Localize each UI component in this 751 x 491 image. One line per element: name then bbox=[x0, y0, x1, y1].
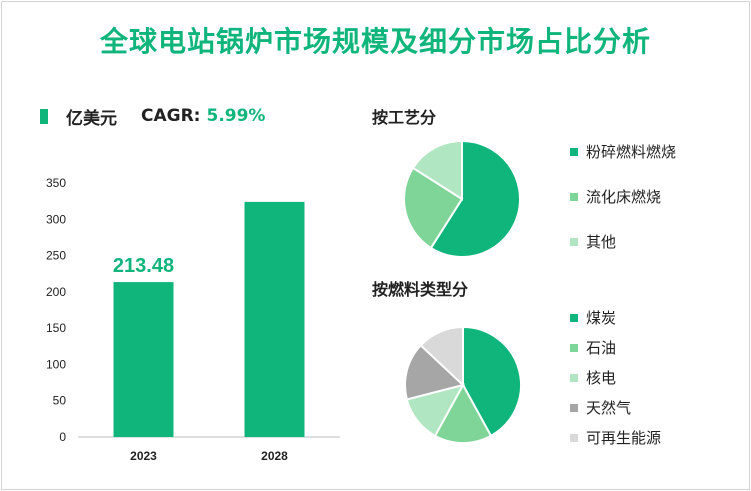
pie-legend-item: 其他 bbox=[570, 231, 616, 252]
pie-legend-label: 粉碎燃料燃烧 bbox=[586, 143, 677, 161]
legend-swatch bbox=[40, 108, 48, 124]
pie-slice-2 bbox=[433, 382, 493, 444]
pie2-title: 按燃料类型分 bbox=[372, 280, 469, 299]
y-tick-label: 200 bbox=[46, 285, 66, 299]
pie-slice-1 bbox=[429, 139, 521, 258]
pie-legend-label: 煤炭 bbox=[586, 309, 617, 327]
cagr-value: 5.99% bbox=[206, 106, 266, 126]
y-tick-label: 350 bbox=[46, 176, 66, 190]
pie-legend-label: 流化床燃烧 bbox=[586, 188, 662, 206]
bar-legend: 亿美元 CAGR: 5.99% bbox=[40, 104, 266, 129]
pie-legend-item: 粉碎燃料燃烧 bbox=[570, 141, 676, 162]
pie-legend-item: 流化床燃烧 bbox=[570, 186, 661, 207]
bar-data-label: 213.48 bbox=[113, 255, 174, 277]
y-tick-label: 250 bbox=[46, 249, 66, 263]
y-tick-label: 300 bbox=[46, 212, 66, 226]
bar-2028 bbox=[244, 201, 305, 437]
page-title: 全球电站锅炉市场规模及细分市场占比分析 bbox=[99, 25, 651, 58]
legend-swatch bbox=[570, 373, 578, 382]
bar-2023 bbox=[113, 282, 174, 437]
legend-swatch bbox=[570, 192, 578, 201]
pie-slice-2 bbox=[403, 166, 464, 250]
y-tick-label: 0 bbox=[59, 430, 66, 444]
legend-swatch bbox=[570, 433, 578, 442]
pie-slice-5 bbox=[419, 325, 464, 388]
y-tick-label: 50 bbox=[53, 394, 67, 408]
pie-legend-item: 可再生能源 bbox=[570, 427, 661, 448]
pie-slice-3 bbox=[411, 139, 463, 201]
legend-swatch bbox=[570, 147, 578, 156]
pie-legend-item: 天然气 bbox=[570, 397, 631, 418]
legend-swatch bbox=[570, 403, 578, 412]
y-tick-label: 150 bbox=[46, 321, 66, 335]
x-tick-label: 2023 bbox=[130, 449, 157, 463]
pie-legend-item: 煤炭 bbox=[570, 307, 616, 328]
y-tick-label: 100 bbox=[46, 357, 66, 371]
legend-label: 亿美元 bbox=[66, 108, 117, 129]
legend-swatch bbox=[570, 313, 578, 322]
cagr-label: CAGR: bbox=[141, 106, 201, 126]
pie-legend-label: 石油 bbox=[586, 339, 617, 357]
pie-legend-label: 可再生能源 bbox=[586, 429, 662, 447]
pie-legend-label: 天然气 bbox=[586, 399, 632, 417]
legend-swatch bbox=[570, 237, 578, 246]
pie-slice-4 bbox=[404, 343, 466, 401]
pie-legend-item: 核电 bbox=[570, 367, 616, 388]
pie-legend-label: 其他 bbox=[586, 233, 617, 251]
x-tick-label: 2028 bbox=[261, 449, 288, 463]
legend-swatch bbox=[570, 343, 578, 352]
pie1-title: 按工艺分 bbox=[372, 108, 437, 127]
pie-slice-1 bbox=[462, 325, 522, 438]
pie-legend-item: 石油 bbox=[570, 337, 616, 358]
pie-legend-label: 核电 bbox=[586, 369, 617, 387]
